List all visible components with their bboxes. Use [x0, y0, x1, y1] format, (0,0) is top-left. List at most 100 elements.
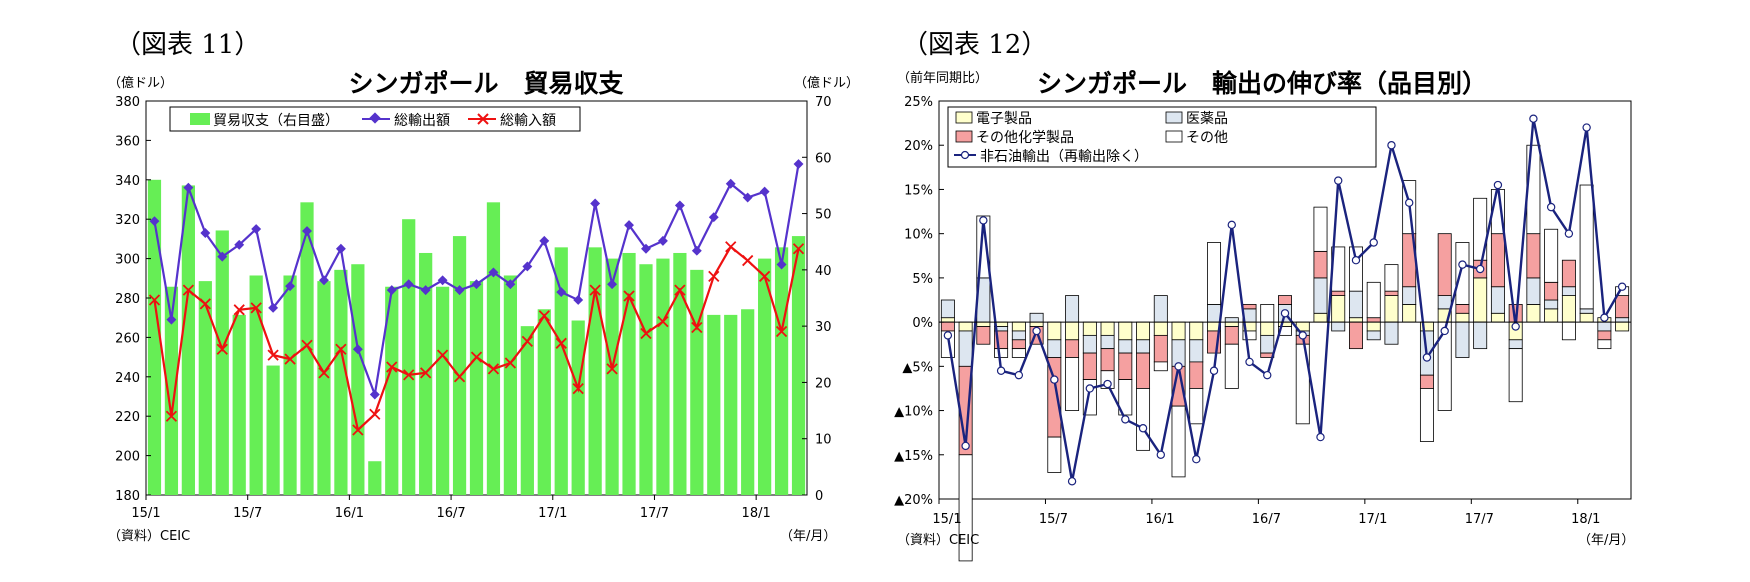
nodx-point	[1280, 309, 1290, 318]
chemicals-bar	[1597, 330, 1612, 341]
pharma-bar	[1544, 299, 1559, 310]
legend-electronics-label: 電子製品	[976, 111, 1032, 127]
exports-point	[420, 285, 431, 296]
imports-point	[657, 316, 669, 328]
figure-11-balance-bars	[147, 179, 806, 496]
pharma-bar	[1065, 295, 1080, 323]
exports-point	[285, 281, 296, 292]
legend-nodx-marker	[960, 150, 970, 160]
nodx-point	[1475, 264, 1485, 274]
electronics-bar	[1153, 321, 1168, 336]
chemicals-bar	[1278, 295, 1292, 305]
exports-point	[691, 245, 702, 256]
nodx-point	[1351, 256, 1361, 265]
chemicals-bar	[1011, 339, 1026, 350]
electronics-bar	[1189, 321, 1204, 341]
nodx-point	[1067, 477, 1077, 486]
nodx-point	[1422, 353, 1432, 362]
nodx-point	[1564, 229, 1574, 238]
other-bar	[1065, 357, 1080, 411]
imports-point	[318, 367, 330, 379]
balance-bar	[266, 365, 280, 495]
balance-bar	[673, 252, 687, 495]
exports-point	[488, 267, 499, 278]
figure-12-x-unit: （年/月）	[1578, 533, 1634, 548]
electronics-bar	[1260, 321, 1275, 336]
balance-bar	[605, 258, 619, 495]
electronics-bar	[1615, 321, 1630, 332]
electronics-bar	[1561, 295, 1576, 323]
other-bar	[1011, 348, 1026, 358]
nodx-point	[1138, 424, 1148, 433]
legend-imports-label: 総輸入額	[500, 113, 556, 129]
balance-bar	[300, 202, 314, 496]
pharma-bar	[1136, 339, 1151, 354]
x-tick-label: 18/1	[1571, 512, 1600, 527]
right-tick-label: 0	[815, 489, 823, 504]
chemicals-bar	[1153, 334, 1168, 363]
other-bar	[1207, 242, 1221, 305]
exports-point	[471, 279, 482, 290]
pharma-bar	[1437, 295, 1452, 310]
balance-bar	[469, 281, 484, 495]
nodx-point	[1085, 384, 1095, 393]
pharma-bar	[1526, 277, 1541, 305]
figure-11-left-unit: （億ドル）	[108, 75, 173, 91]
exports-point	[759, 186, 770, 197]
legend-balance-label: 貿易収支（右目盛）	[213, 113, 339, 129]
pharma-bar	[1455, 321, 1470, 358]
x-tick-label: 15/7	[233, 506, 262, 521]
balance-bar	[622, 252, 636, 495]
balance-bar	[758, 258, 772, 495]
figure-12-export-growth-chart: （図表 12） シンガポール 輸出の伸び率（品目別） （前年同期比） 25% 20…	[894, 30, 1634, 562]
imports-point	[453, 371, 466, 383]
pharma-bar	[1473, 321, 1488, 350]
other-bar	[1561, 321, 1576, 341]
x-tick-label: 18/1	[742, 506, 771, 521]
chemicals-bar	[1082, 352, 1097, 381]
electronics-bar	[1118, 321, 1133, 341]
pharma-bar	[1153, 295, 1168, 323]
imports-point	[199, 298, 211, 310]
exports-point	[725, 178, 736, 189]
exports-point	[149, 216, 160, 227]
pharma-bar	[1490, 286, 1505, 314]
y-tick-label: ▲15%	[894, 449, 933, 464]
imports-point	[623, 290, 635, 302]
left-tick-label: 360	[115, 134, 140, 149]
electronics-bar	[1100, 321, 1115, 336]
imports-point	[691, 321, 703, 334]
balance-bar	[554, 247, 568, 495]
nodx-point	[1245, 357, 1254, 367]
exports-point	[166, 314, 177, 325]
chemicals-bar	[1615, 295, 1630, 319]
left-tick-label: 180	[115, 489, 140, 504]
pharma-bar	[1260, 334, 1275, 354]
figure-12-title: シンガポール 輸出の伸び率（品目別）	[1037, 69, 1487, 98]
imports-point	[742, 254, 754, 267]
exports-point	[335, 243, 346, 254]
imports-point	[674, 284, 686, 296]
figure-11-axes: 3803603403203002802602402202001807060504…	[115, 95, 831, 521]
pharma-bar	[1331, 321, 1346, 332]
electronics-bar	[1313, 312, 1328, 323]
balance-bar	[520, 326, 534, 495]
imports-point	[436, 349, 449, 361]
balance-bar	[571, 320, 585, 495]
balance-bar	[249, 275, 263, 495]
nodx-point	[1529, 114, 1538, 123]
other-bar	[1366, 281, 1381, 319]
legend-balance-swatch	[190, 113, 210, 125]
chemicals-bar	[1526, 233, 1541, 279]
imports-point	[606, 363, 618, 375]
exports-point	[386, 285, 397, 296]
legend-pharma-label: 医薬品	[1186, 111, 1228, 127]
electronics-bar	[1473, 277, 1488, 323]
electronics-bar	[1349, 317, 1363, 323]
balance-bar	[351, 264, 365, 495]
balance-bar	[503, 275, 518, 495]
nodx-point	[1298, 331, 1307, 340]
pharma-bar	[1100, 334, 1115, 350]
legend-imports-marker	[477, 113, 489, 125]
